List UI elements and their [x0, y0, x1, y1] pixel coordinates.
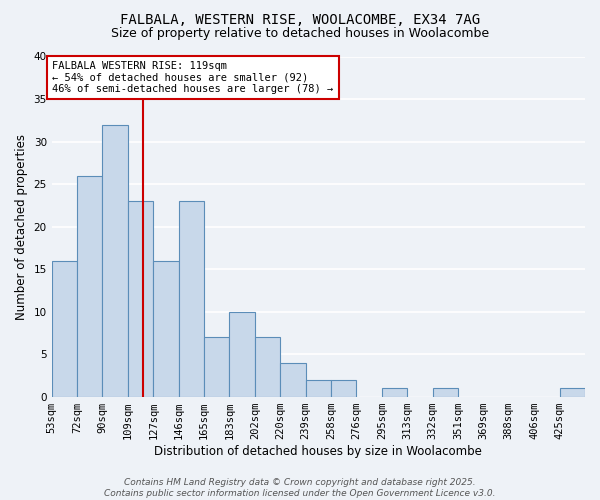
- Text: Size of property relative to detached houses in Woolacombe: Size of property relative to detached ho…: [111, 28, 489, 40]
- Text: Contains HM Land Registry data © Crown copyright and database right 2025.
Contai: Contains HM Land Registry data © Crown c…: [104, 478, 496, 498]
- X-axis label: Distribution of detached houses by size in Woolacombe: Distribution of detached houses by size …: [154, 444, 482, 458]
- Bar: [103, 124, 128, 396]
- Text: FALBALA, WESTERN RISE, WOOLACOMBE, EX34 7AG: FALBALA, WESTERN RISE, WOOLACOMBE, EX34 …: [120, 12, 480, 26]
- Bar: [255, 337, 280, 396]
- Bar: [560, 388, 585, 396]
- Y-axis label: Number of detached properties: Number of detached properties: [15, 134, 28, 320]
- Bar: [229, 312, 255, 396]
- Bar: [153, 260, 179, 396]
- Bar: [52, 260, 77, 396]
- Bar: [433, 388, 458, 396]
- Bar: [382, 388, 407, 396]
- Bar: [331, 380, 356, 396]
- Text: FALBALA WESTERN RISE: 119sqm
← 54% of detached houses are smaller (92)
46% of se: FALBALA WESTERN RISE: 119sqm ← 54% of de…: [52, 61, 334, 94]
- Bar: [179, 201, 204, 396]
- Bar: [305, 380, 331, 396]
- Bar: [77, 176, 103, 396]
- Bar: [128, 201, 153, 396]
- Bar: [280, 362, 305, 396]
- Bar: [204, 337, 229, 396]
